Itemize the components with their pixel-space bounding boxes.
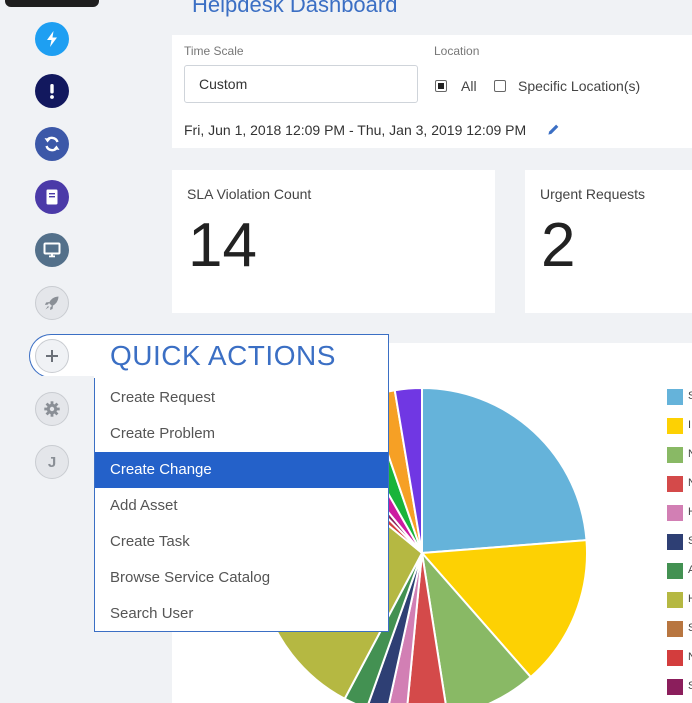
legend-swatch (667, 650, 683, 666)
sidebar-item-flash[interactable] (35, 22, 69, 56)
urgent-requests-card[interactable]: Urgent Requests 2 (525, 170, 692, 313)
legend-swatch (667, 505, 683, 521)
legend-swatch (667, 418, 683, 434)
sidebar-item-sync[interactable] (35, 127, 69, 161)
legend-item-3[interactable]: N (667, 476, 692, 492)
legend-label: S (688, 535, 692, 547)
location-specific-radio[interactable] (494, 80, 506, 92)
sla-violation-card[interactable]: SLA Violation Count 14 (172, 170, 495, 313)
legend-swatch (667, 389, 683, 405)
quick-action-create-problem[interactable]: Create Problem (110, 425, 216, 442)
location-specific-label: Specific Location(s) (518, 78, 641, 94)
legend-item-0[interactable]: S (667, 389, 692, 405)
legend-item-7[interactable]: H (667, 592, 692, 608)
legend-item-1[interactable]: I (667, 418, 692, 434)
urgent-requests-title: Urgent Requests (540, 186, 646, 202)
legend-label: N (688, 477, 692, 489)
legend-label: H (688, 593, 692, 605)
legend-swatch (667, 592, 683, 608)
legend-label: A (688, 564, 692, 576)
quick-action-browse-service-catalog[interactable]: Browse Service Catalog (110, 569, 271, 586)
quick-action-search-user[interactable]: Search User (110, 605, 194, 622)
legend-swatch (667, 534, 683, 550)
legend-item-10[interactable]: S (667, 679, 692, 695)
legend-swatch (667, 563, 683, 579)
page-title: Helpdesk Dashboard (192, 0, 398, 17)
sidebar-item-assets[interactable] (35, 233, 69, 267)
quick-action-create-request[interactable]: Create Request (110, 389, 216, 406)
legend-item-5[interactable]: S (667, 534, 692, 550)
sidebar-item-knowledge[interactable] (35, 180, 69, 214)
filter-card: Time Scale Location Custom All Specific … (172, 35, 692, 148)
book-icon (46, 189, 58, 205)
time-scale-select[interactable]: Custom (184, 65, 418, 103)
legend-item-9[interactable]: N (667, 650, 692, 666)
sla-violation-title: SLA Violation Count (187, 186, 312, 202)
sync-icon (44, 136, 60, 152)
sidebar-item-alerts[interactable] (35, 74, 69, 108)
legend-item-4[interactable]: H (667, 505, 692, 521)
alert-icon (50, 84, 54, 99)
monitor-icon (43, 242, 61, 258)
pie-slice-3[interactable] (406, 552, 447, 703)
quick-actions-menu-border (94, 378, 95, 632)
quick-actions-menu: QUICK ACTIONS Create Request Create Prob… (94, 334, 389, 632)
pie-slice-13[interactable] (393, 386, 423, 554)
legend-label: I (688, 419, 692, 431)
pie-slice-0[interactable] (421, 386, 588, 555)
sla-violation-count: 14 (188, 211, 257, 280)
location-all-radio[interactable] (435, 80, 447, 92)
flash-icon (47, 31, 57, 47)
quick-action-create-task[interactable]: Create Task (110, 533, 190, 550)
legend-swatch (667, 476, 683, 492)
legend-label: S (688, 680, 692, 692)
pencil-icon[interactable] (547, 123, 560, 136)
rocket-icon (45, 296, 59, 310)
sidebar-item-settings[interactable] (35, 392, 69, 426)
legend-label: S (688, 390, 692, 402)
quick-actions-title: QUICK ACTIONS (110, 340, 336, 371)
time-scale-label: Time Scale (184, 44, 244, 58)
legend-swatch (667, 621, 683, 637)
legend-label: N (688, 448, 692, 460)
legend-item-6[interactable]: A (667, 563, 692, 579)
pie-slice-1[interactable] (419, 539, 588, 679)
date-range: Fri, Jun 1, 2018 12:09 PM - Thu, Jan 3, … (184, 122, 527, 138)
sidebar-item-quick-actions[interactable] (35, 339, 69, 373)
sidebar-item-release[interactable] (35, 286, 69, 320)
legend-swatch (667, 679, 683, 695)
legend-label: N (688, 651, 692, 663)
location-label: Location (434, 44, 480, 58)
user-avatar[interactable]: J (35, 445, 69, 479)
quick-action-add-asset[interactable]: Add Asset (110, 497, 178, 514)
legend-swatch (667, 447, 683, 463)
quick-action-create-change[interactable]: Create Change (94, 452, 388, 488)
legend-label: H (688, 506, 692, 518)
legend-label: S (688, 622, 692, 634)
top-notch (5, 0, 99, 7)
location-all-label: All (461, 78, 477, 94)
plus-icon (46, 350, 58, 362)
gear-icon (44, 401, 60, 417)
urgent-requests-count: 2 (541, 211, 576, 280)
legend-item-8[interactable]: S (667, 621, 692, 637)
legend-item-2[interactable]: N (667, 447, 692, 463)
